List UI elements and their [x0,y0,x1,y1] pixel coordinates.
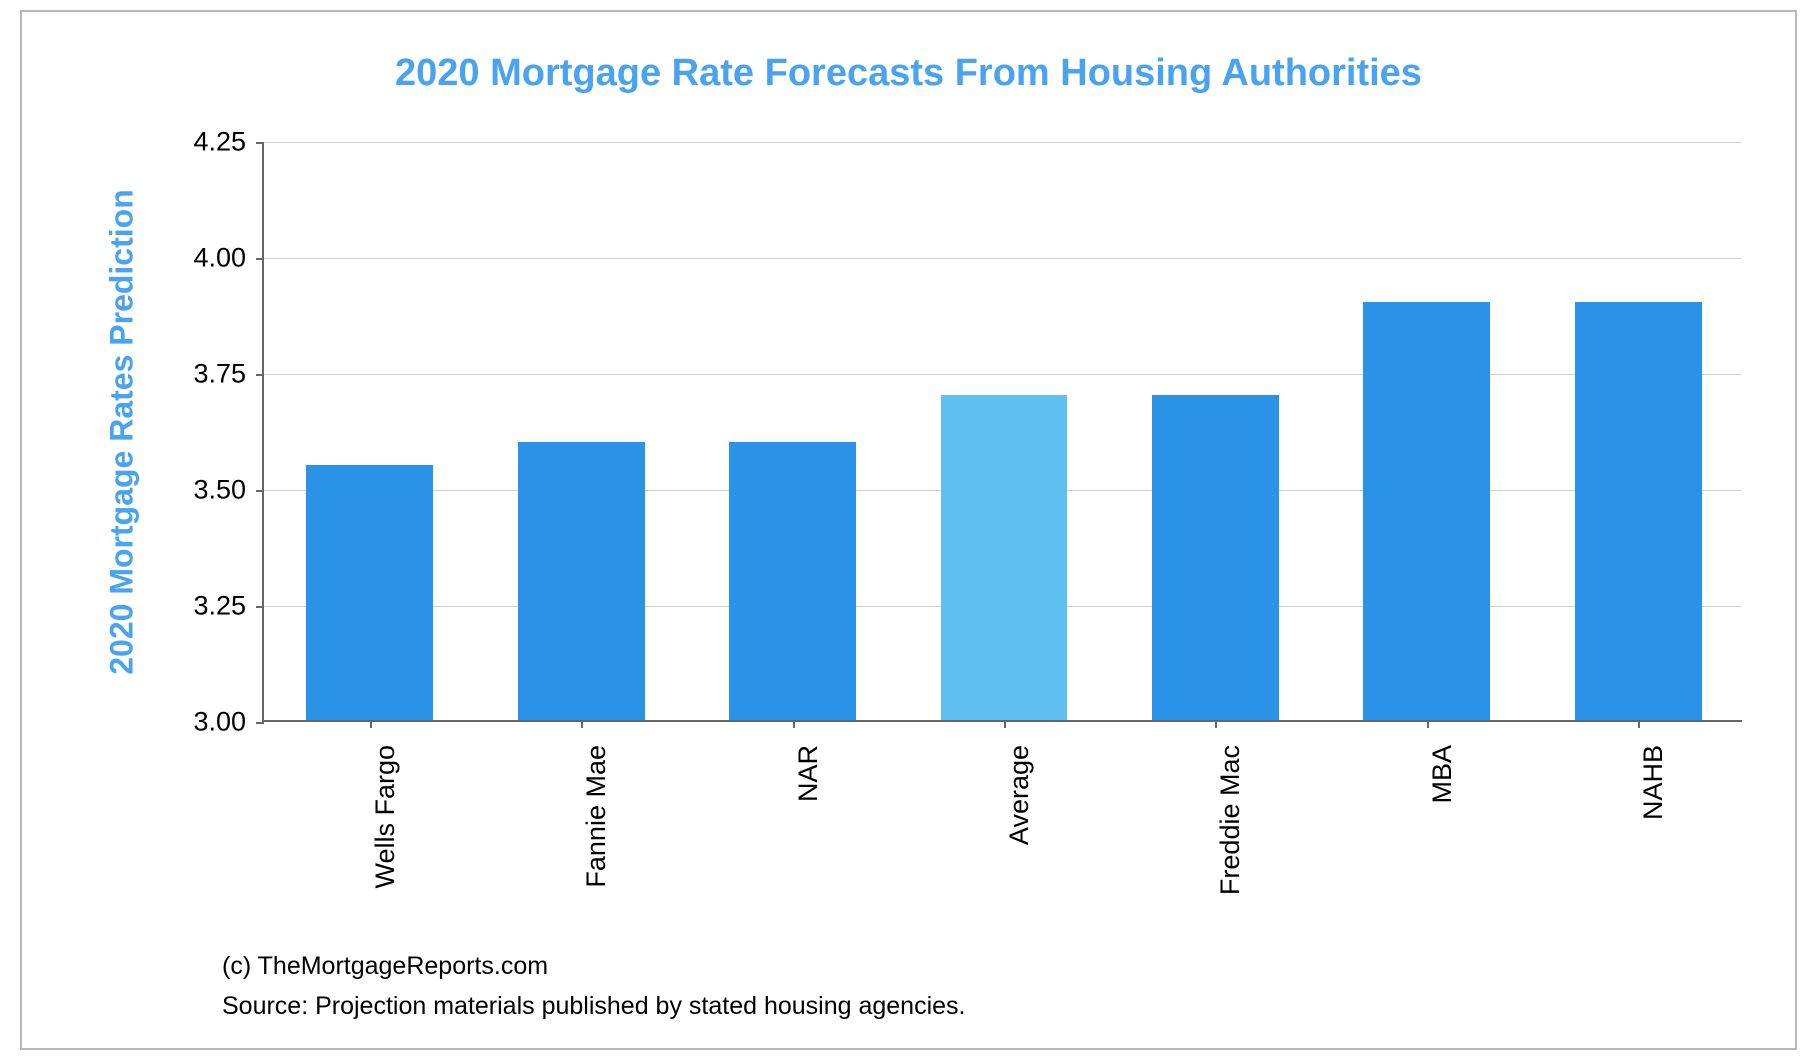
bar [518,442,645,720]
chart-frame: 2020 Mortgage Rate Forecasts From Housin… [20,10,1797,1050]
y-tick-mark [256,258,264,260]
y-tick-mark [256,606,264,608]
x-tick-label: MBA [1427,745,1458,804]
y-tick-label: 4.25 [193,127,246,158]
footer-source: Source: Projection materials published b… [222,992,966,1021]
x-tick-mark [370,720,372,728]
y-axis-label: 2020 Mortgage Rates Prediction [104,189,141,674]
bar [1363,302,1490,720]
y-tick-mark [256,490,264,492]
grid-line [264,258,1742,259]
y-tick-label: 3.25 [193,591,246,622]
bar [306,465,433,720]
y-tick-mark [256,722,264,724]
y-tick-label: 3.75 [193,359,246,390]
x-tick-mark [1427,720,1429,728]
x-tick-mark [1004,720,1006,728]
x-tick-mark [1638,720,1640,728]
x-tick-mark [581,720,583,728]
y-tick-label: 4.00 [193,243,246,274]
y-tick-mark [256,374,264,376]
y-tick-mark [256,142,264,144]
x-tick-label: NAHB [1638,745,1669,820]
bar [729,442,856,720]
bar [1152,395,1279,720]
x-tick-label: Average [1004,745,1035,845]
x-tick-mark [1215,720,1217,728]
x-tick-label: Wells Fargo [370,745,401,889]
x-tick-label: Fannie Mae [581,745,612,888]
x-tick-label: NAR [793,745,824,802]
plot-area: 3.003.253.503.754.004.25Wells FargoFanni… [262,142,1742,722]
y-tick-label: 3.00 [193,707,246,738]
y-tick-label: 3.50 [193,475,246,506]
x-tick-label: Freddie Mac [1215,745,1246,895]
footer-copyright: (c) TheMortgageReports.com [222,952,548,981]
bar [1575,302,1702,720]
grid-line [264,374,1742,375]
x-tick-mark [793,720,795,728]
bar [941,395,1068,720]
chart-title: 2020 Mortgage Rate Forecasts From Housin… [22,52,1795,95]
grid-line [264,142,1742,143]
